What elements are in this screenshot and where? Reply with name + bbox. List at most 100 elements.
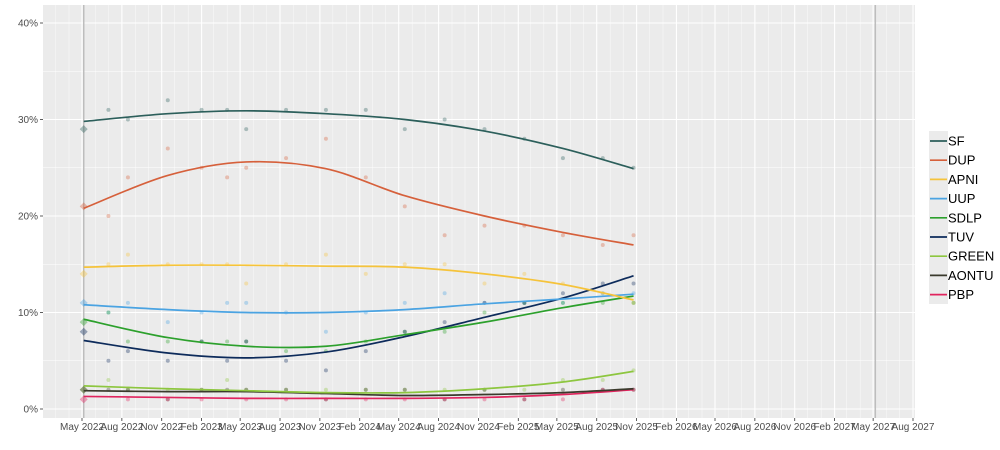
x-tick-label: Aug 2022 (100, 422, 143, 433)
y-tick-label: 30% (18, 115, 38, 126)
poll-point-apni (125, 252, 130, 257)
poll-point-green (522, 387, 527, 392)
y-tick-label: 10% (18, 308, 38, 319)
poll-point-uup (323, 329, 328, 334)
x-tick-label: Nov 2025 (615, 422, 658, 433)
poll-point-aontu (165, 397, 170, 402)
poll-point-apni (442, 262, 447, 267)
poll-point-aontu (522, 397, 527, 402)
trend-line-sf (83, 109, 634, 170)
poll-point-tuv (106, 358, 111, 363)
poll-point-green (284, 387, 289, 392)
poll-point-sdlp (631, 300, 636, 305)
trend-line-sdlp (83, 295, 634, 349)
x-tick-label: May 2026 (693, 422, 737, 433)
poll-point-pbp (165, 397, 170, 402)
poll-point-sf (284, 107, 289, 112)
poll-point-sdlp (125, 339, 130, 344)
legend-label-pbp: PBP (948, 287, 974, 302)
poll-point-green (600, 378, 605, 383)
y-tick-label: 40% (18, 19, 38, 30)
poll-point-sf (402, 127, 407, 132)
x-tick-label: Nov 2023 (298, 422, 341, 433)
poll-point-sf (125, 117, 130, 122)
poll-point-sdlp (442, 329, 447, 334)
poll-point-uup (560, 300, 565, 305)
legend: SF DUP APNI UUP SDLP TUV GREEN AONTU PBP (929, 131, 994, 304)
trend-line-apni (83, 264, 634, 301)
poll-point-aontu (560, 387, 565, 392)
poll-point-sf (363, 107, 368, 112)
y-tick-label: 0% (24, 405, 39, 416)
poll-point-pbp (560, 397, 565, 402)
legend-label-uup: UUP (948, 191, 975, 206)
x-tick-label: May 2022 (60, 422, 104, 433)
poll-point-sdlp (402, 329, 407, 334)
x-tick-label: Aug 2027 (892, 422, 935, 433)
election-result-sf (79, 125, 88, 134)
poll-point-sdlp (284, 349, 289, 354)
poll-point-dup (323, 136, 328, 141)
poll-point-apni (363, 271, 368, 276)
trend-lines (83, 109, 634, 400)
poll-point-apni (522, 271, 527, 276)
trend-line-pbp (83, 388, 634, 400)
poll-point-dup (600, 242, 605, 247)
poll-point-dup (560, 233, 565, 238)
poll-point-sf (106, 107, 111, 112)
poll-point-sdlp (165, 339, 170, 344)
poll-point-dup (244, 165, 249, 170)
poll-point-green (363, 387, 368, 392)
poll-point-tuv (560, 291, 565, 296)
poll-point-tuv (600, 281, 605, 286)
x-tick-label: Feb 2023 (180, 422, 223, 433)
poll-point-tuv (363, 349, 368, 354)
legend-label-tuv: TUV (948, 230, 974, 245)
x-tick-label: May 2024 (377, 422, 421, 433)
plot-panel (43, 5, 915, 418)
trend-line-dup (83, 160, 634, 246)
x-tick-label: Feb 2024 (339, 422, 382, 433)
poll-point-uup (402, 300, 407, 305)
x-tick-label: Feb 2026 (655, 422, 698, 433)
poll-point-pbp (522, 397, 527, 402)
poll-point-sf (199, 107, 204, 112)
poll-point-dup (482, 223, 487, 228)
poll-point-sf (560, 156, 565, 161)
poll-point-dup (106, 214, 111, 218)
legend-label-aontu: AONTU (948, 268, 994, 283)
poll-point-sdlp (482, 310, 487, 315)
poll-point-uup (225, 300, 230, 305)
poll-point-tuv (442, 320, 447, 325)
poll-point-tuv (284, 358, 289, 363)
poll-point-uup (244, 300, 249, 305)
poll-point-apni (482, 281, 487, 286)
poll-point-green (106, 378, 111, 383)
poll-point-tuv (125, 349, 130, 354)
poll-point-aontu (284, 387, 289, 392)
poll-point-aontu (402, 387, 407, 392)
x-tick-label: Aug 2023 (259, 422, 302, 433)
poll-point-tuv (165, 358, 170, 363)
poll-point-dup (125, 175, 130, 180)
election-result-pbp (79, 395, 88, 404)
poll-point-dup (284, 156, 289, 161)
x-tick-label: Aug 2026 (733, 422, 776, 433)
poll-point-apni (323, 252, 328, 257)
poll-point-aontu (363, 387, 368, 392)
x-tick-label: May 2023 (218, 422, 262, 433)
trend-line-aontu (83, 387, 634, 397)
election-result-apni (79, 269, 88, 278)
poll-point-tuv (225, 358, 230, 363)
poll-point-uup (442, 291, 447, 296)
gridlines (43, 5, 915, 418)
poll-point-sdlp (106, 310, 111, 315)
poll-point-sf (442, 117, 447, 122)
poll-point-tuv (631, 281, 636, 286)
legend-label-sf: SF (948, 134, 965, 149)
poll-point-sf (165, 98, 170, 103)
poll-point-apni (244, 281, 249, 286)
poll-point-green (402, 387, 407, 392)
legend-label-dup: DUP (948, 153, 975, 168)
poll-point-pbp (482, 397, 487, 402)
